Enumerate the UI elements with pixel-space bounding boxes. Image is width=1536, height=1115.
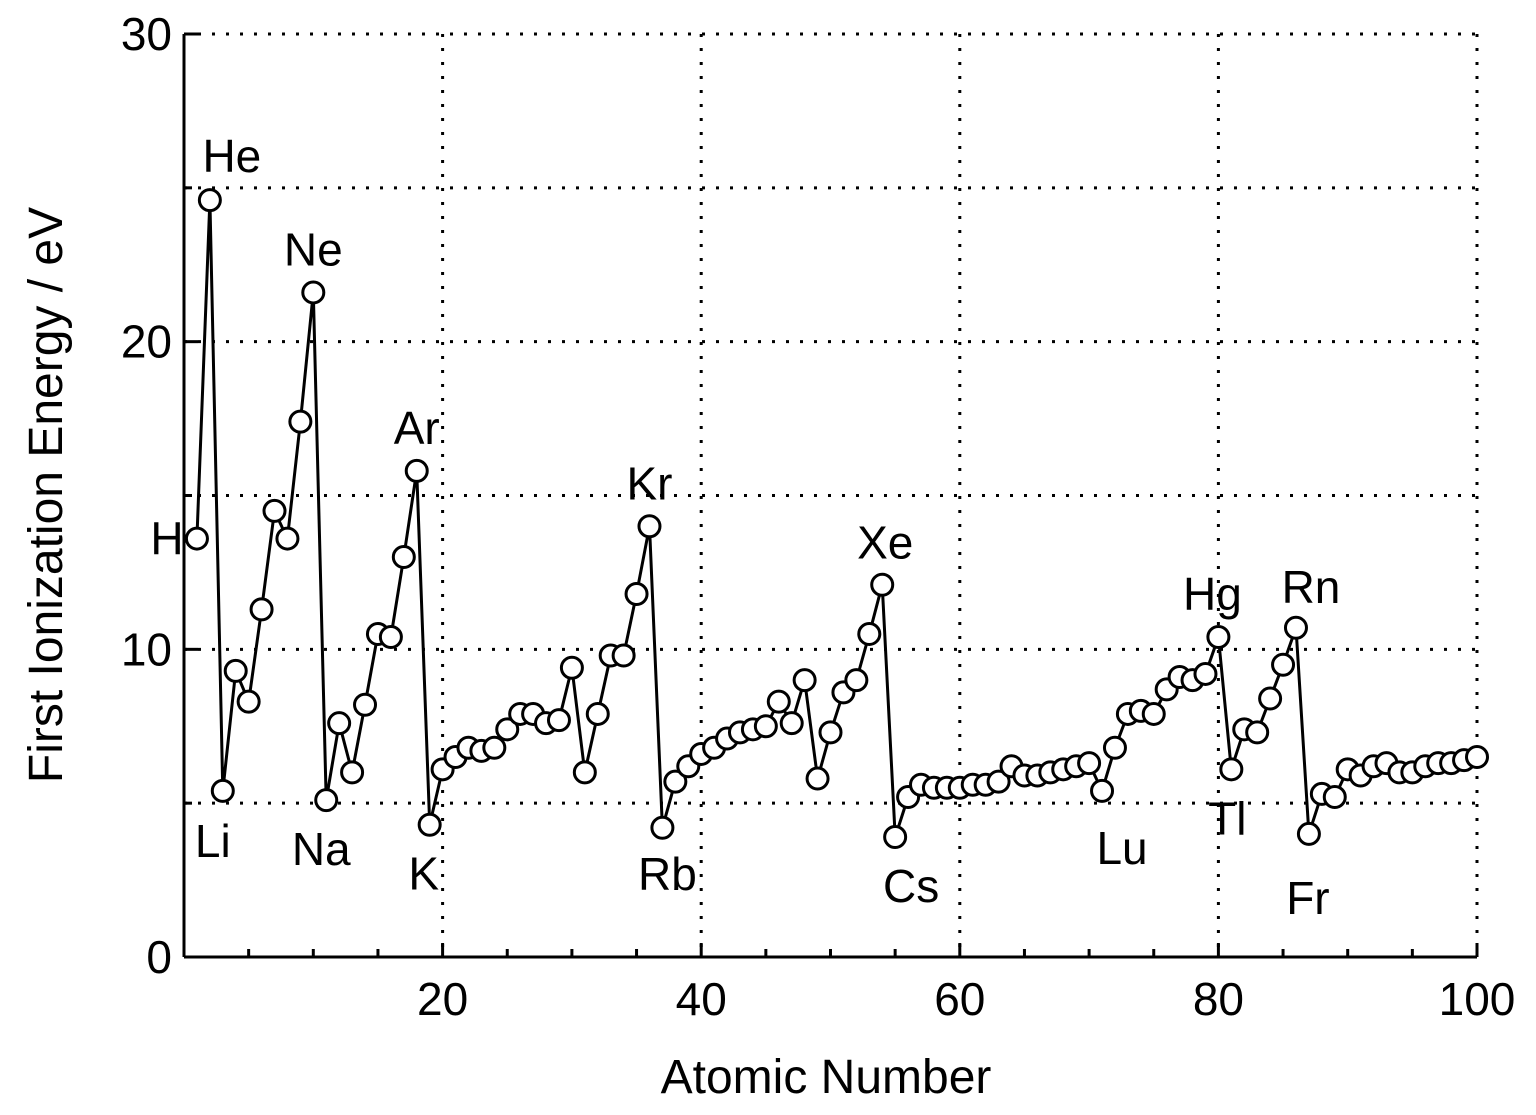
data-point: [1258, 686, 1283, 711]
data-point: [1102, 735, 1127, 760]
element-label-lu: Lu: [1096, 822, 1147, 874]
y-tick-label: 20: [121, 316, 172, 368]
element-label-ar: Ar: [394, 402, 440, 454]
data-point: [262, 498, 287, 523]
grid: [184, 32, 1479, 957]
data-point: [184, 526, 209, 551]
element-label-ne: Ne: [284, 223, 343, 275]
data-point: [210, 778, 235, 803]
data-point: [818, 720, 843, 745]
data-point: [404, 458, 429, 483]
data-point: [883, 825, 908, 850]
tick-labels: 20 40 60 80 100 0 10 20 30: [121, 8, 1516, 1025]
data-point: [805, 766, 830, 791]
element-label-xe: Xe: [857, 517, 913, 569]
element-label-he: He: [202, 130, 261, 182]
x-tick-label: 80: [1193, 973, 1244, 1025]
data-point: [1283, 615, 1308, 640]
data-point: [353, 692, 378, 717]
data-point: [1271, 652, 1296, 677]
data-point: [870, 572, 895, 597]
data-point: [391, 545, 416, 570]
data-point: [1219, 757, 1244, 782]
data-point: [844, 668, 869, 693]
data-point: [663, 769, 688, 794]
element-label-tl: Tl: [1208, 792, 1246, 844]
series: [184, 188, 1489, 850]
data-point: [624, 581, 649, 606]
data-point: [1193, 661, 1218, 686]
data-point: [236, 689, 261, 714]
data-point: [986, 769, 1011, 794]
data-point: [1206, 625, 1231, 650]
element-label-kr: Kr: [626, 457, 672, 509]
element-label-rb: Rb: [638, 848, 697, 900]
data-point: [1296, 821, 1321, 846]
y-tick-label: 10: [121, 623, 172, 675]
data-point: [288, 409, 313, 434]
data-point: [223, 658, 248, 683]
data-point: [327, 711, 352, 736]
data-point: [559, 655, 584, 680]
data-point: [585, 701, 610, 726]
data-point: [637, 514, 662, 539]
data-point: [611, 643, 636, 668]
series-line: [195, 200, 1478, 838]
data-point: [301, 280, 326, 305]
data-point: [1090, 778, 1115, 803]
element-label-cs: Cs: [883, 860, 939, 912]
x-tick-label: 60: [934, 973, 985, 1025]
element-label-fr: Fr: [1286, 872, 1329, 924]
x-tick-label: 100: [1439, 973, 1516, 1025]
data-point: [1245, 720, 1270, 745]
data-point: [753, 714, 778, 739]
element-label-rn: Rn: [1282, 561, 1341, 613]
data-point: [1465, 745, 1489, 770]
y-tick-label: 0: [146, 931, 172, 983]
data-point: [417, 812, 442, 837]
data-point: [650, 815, 675, 840]
data-point: [482, 735, 507, 760]
y-axis-title: First Ionization Energy / eV: [20, 207, 73, 783]
data-point: [546, 708, 571, 733]
data-point: [792, 668, 817, 693]
data-point: [1141, 701, 1166, 726]
data-point: [340, 760, 365, 785]
data-point: [495, 717, 520, 742]
element-label-k: K: [408, 848, 439, 900]
data-point: [572, 760, 597, 785]
data-point: [779, 711, 804, 736]
data-point: [766, 689, 791, 714]
data-point: [275, 526, 300, 551]
data-point: [314, 788, 339, 813]
data-point: [249, 597, 274, 622]
data-point: [857, 621, 882, 646]
x-axis-title: Atomic Number: [661, 1051, 992, 1104]
x-tick-label: 40: [676, 973, 727, 1025]
element-label-li: Li: [195, 815, 231, 867]
data-point: [1077, 751, 1102, 776]
element-label-h: H: [150, 513, 183, 565]
data-point: [1322, 785, 1347, 810]
element-labels: H He Li Ne Na Ar K Kr Rb Xe Cs Lu Hg Tl Rn Fr: [150, 130, 1340, 924]
data-point: [197, 188, 222, 213]
element-label-hg: Hg: [1183, 568, 1242, 620]
data-point: [378, 625, 403, 650]
y-tick-label: 30: [121, 8, 172, 60]
x-tick-label: 20: [417, 973, 468, 1025]
axes: [182, 32, 1479, 959]
element-label-na: Na: [292, 823, 351, 875]
